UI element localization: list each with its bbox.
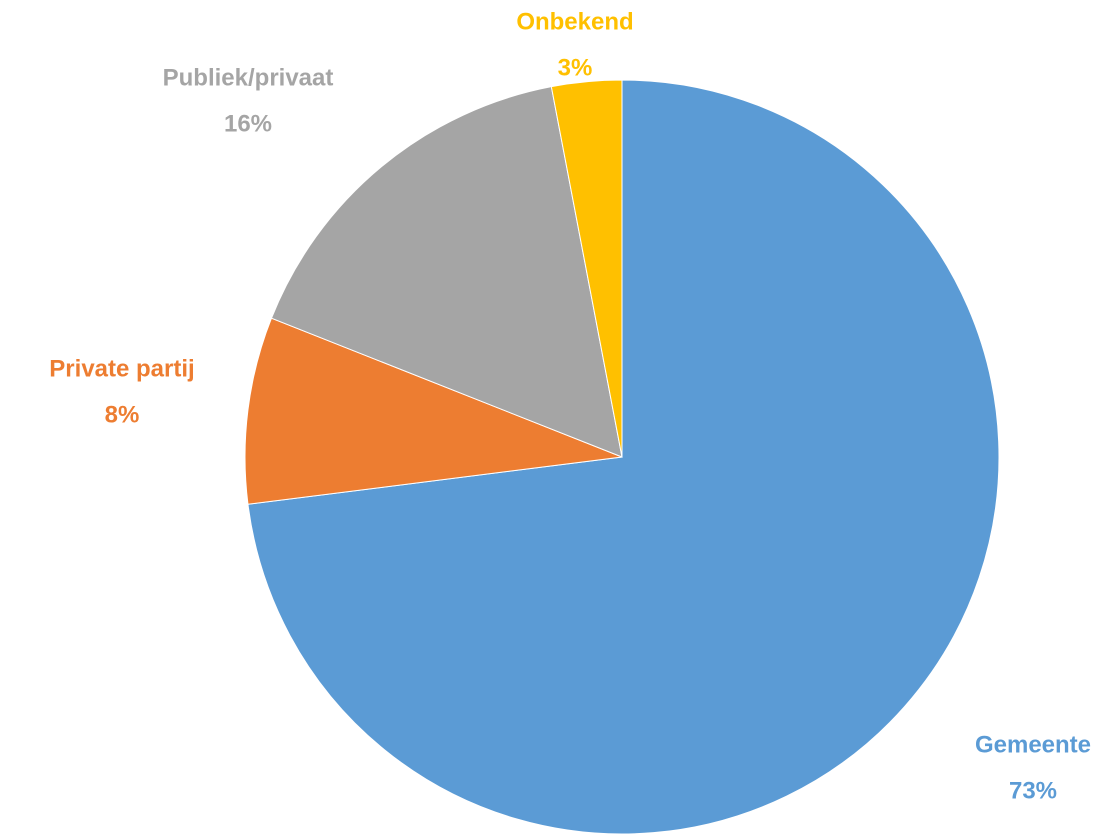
slice-value-label: 16%	[224, 110, 272, 137]
pie-slice	[270, 86, 623, 458]
slice-label: Private partij	[49, 355, 194, 382]
slice-value-label: 3%	[558, 54, 593, 81]
slice-label: Onbekend	[516, 8, 633, 35]
pie-slice	[247, 79, 1000, 834]
slice-value-label: 73%	[1009, 777, 1057, 804]
pie-slice	[550, 79, 623, 458]
slice-value-label: 8%	[105, 401, 140, 428]
pie-slice	[244, 317, 623, 505]
slice-label: Gemeente	[975, 731, 1091, 758]
slice-label: Publiek/privaat	[163, 64, 334, 91]
